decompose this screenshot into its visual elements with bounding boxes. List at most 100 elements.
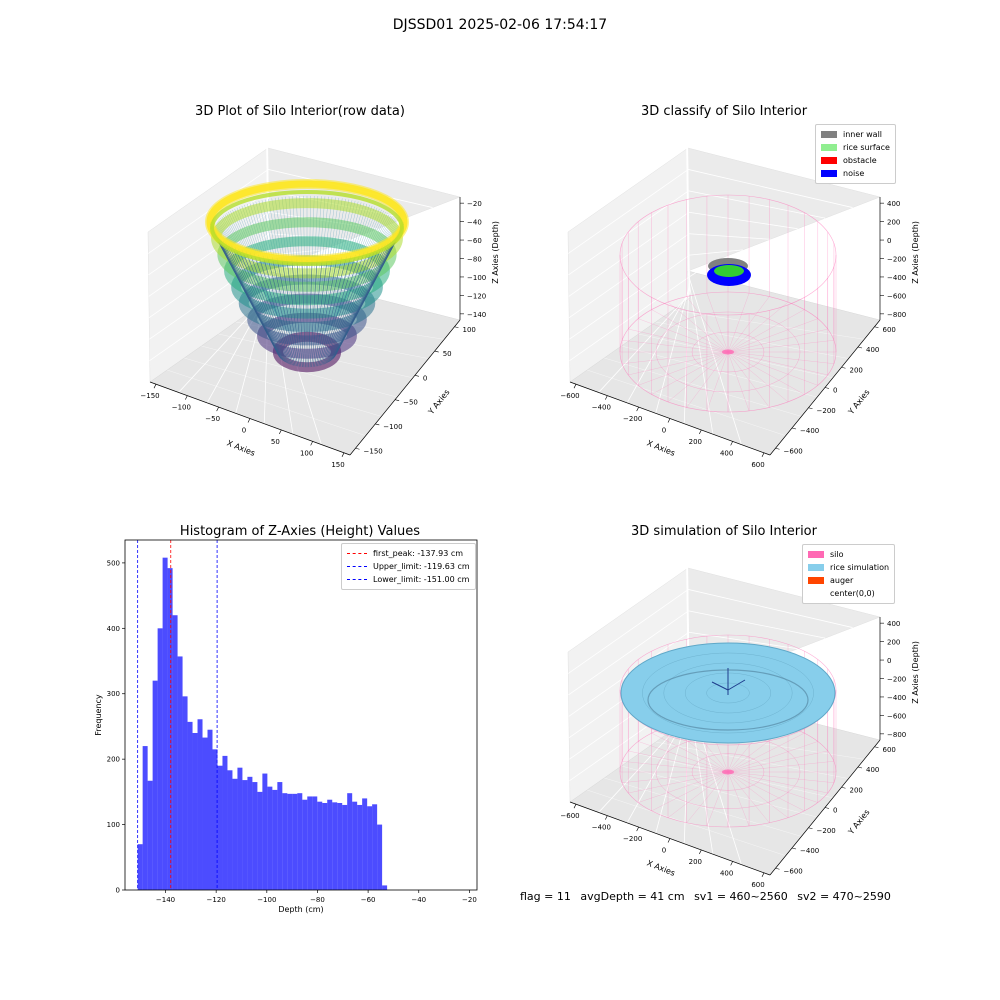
legend-label: obstacle: [843, 156, 877, 165]
x-tick-label: 0: [662, 847, 666, 855]
silo-floor-spoke: [686, 351, 729, 408]
x-tick-label: 200: [689, 858, 702, 866]
y-tick-label: −400: [800, 427, 819, 435]
silo-floor-spoke: [727, 296, 770, 353]
x-tick: [185, 395, 188, 400]
x-tick-label: −120: [207, 896, 226, 904]
y-tick-label: 400: [107, 625, 120, 633]
z-tick-label: 0: [887, 657, 891, 665]
silo-floor-spoke: [727, 741, 818, 773]
bowl-outer-line: [331, 242, 389, 361]
histogram-bar: [137, 844, 143, 890]
y-tick-label: −50: [403, 399, 418, 407]
legend-classify: inner wall rice surface obstacle noise: [815, 124, 896, 184]
grid-line: [621, 345, 818, 398]
legend-item-rice-simulation: rice simulation: [808, 561, 889, 574]
status-footer: flag = 11 avgDepth = 41 cm sv1 = 460~256…: [520, 890, 897, 903]
y-tick-label: 50: [443, 350, 452, 358]
silo-floor-spoke: [638, 318, 729, 353]
histogram-bar: [212, 749, 218, 890]
legend-line: [347, 566, 367, 567]
histogram-bar: [322, 802, 328, 890]
legend-line: [347, 553, 367, 554]
histogram-bar: [382, 885, 388, 890]
silo-floor-spoke: [727, 351, 818, 386]
histogram-bar: [152, 680, 158, 890]
silo-floor-spoke: [667, 301, 729, 353]
silo-floor-spoke: [706, 351, 729, 411]
y-tick-label: 600: [883, 746, 896, 754]
silo-floor-spoke: [727, 293, 750, 353]
y-tick-label: −600: [784, 867, 803, 875]
bowl-outer-line: [210, 225, 279, 354]
legend-swatch: [821, 157, 837, 164]
y-tick: [395, 399, 400, 401]
histogram-bar: [287, 793, 293, 890]
y-tick-label: 400: [866, 346, 879, 354]
x-tick-label: −60: [361, 896, 376, 904]
x-tick-label: −20: [462, 896, 477, 904]
bowl-outer-line: [333, 237, 396, 359]
silo-floor-spoke: [638, 771, 729, 803]
bowl-outer-line: [332, 239, 394, 360]
legend-swatch: [808, 564, 824, 571]
histogram-bar: [317, 801, 323, 890]
bowl-outer-line: [308, 259, 313, 368]
x-tick: [216, 406, 219, 412]
grid-line: [689, 249, 743, 256]
silo-floor-spoke: [638, 741, 729, 773]
grid-line: [687, 274, 742, 445]
silo-floor-spoke: [628, 351, 729, 376]
axes3d-classify: −600 −400 −200 0 200 400 600 X Axies −600 −400 −20…: [560, 124, 920, 469]
grid-line: [568, 169, 689, 254]
x-tick: [279, 429, 282, 435]
x-tick: [730, 441, 733, 446]
x-tick-label: −40: [411, 896, 426, 904]
z-tick-label: −800: [887, 311, 906, 319]
legend-item-noise: noise: [821, 167, 890, 180]
grid-line: [598, 293, 691, 393]
legend-swatch: [821, 144, 837, 151]
grid-line: [568, 589, 689, 674]
x-tick-label: −100: [172, 404, 191, 412]
bowl-outer-line: [276, 258, 299, 367]
histogram-bar: [172, 615, 178, 890]
y-tick: [824, 387, 830, 389]
histogram-bar: [262, 773, 268, 890]
x-axis-label: X Axies: [646, 858, 677, 877]
z-tick-label: 200: [887, 639, 900, 647]
z-tick-label: −60: [467, 237, 482, 245]
z-tick-label: −20: [467, 200, 482, 208]
histogram-bar: [222, 755, 228, 890]
histogram-bar: [297, 793, 303, 890]
rice-surface-points: [714, 265, 744, 277]
bowl-outer-line: [286, 259, 302, 367]
legend-label: rice simulation: [830, 563, 890, 572]
legend-item-auger: auger: [808, 574, 889, 587]
silo-floor-spoke: [622, 340, 729, 353]
histogram-bar: [232, 778, 238, 890]
grid-line: [688, 631, 798, 650]
bowl-outer-line: [329, 245, 383, 362]
z-tick-label: 400: [887, 620, 900, 628]
x-tick: [699, 849, 702, 855]
x-tick: [605, 815, 608, 820]
y-tick: [874, 746, 879, 749]
x-tick: [761, 452, 765, 457]
histogram-bar: [362, 798, 368, 890]
silo-floor-spoke: [727, 750, 828, 773]
bowl-outer-line: [291, 259, 303, 368]
y-tick-label: −100: [383, 423, 402, 431]
axes3d-simulation: −600 −400 −200 0 200 400 600 X Axies −600 −400 −20…: [560, 544, 920, 889]
bowl-outer-line: [331, 240, 392, 360]
grid-line: [655, 741, 849, 779]
silo-floor-spoke: [727, 351, 770, 408]
histogram-bar: [352, 801, 358, 890]
bowl-outer-line: [333, 235, 398, 358]
bowl-outer-line: [238, 248, 287, 363]
silo-floor-spoke: [727, 351, 834, 364]
silo-floor-spoke: [651, 309, 729, 353]
bowl-outer-line: [234, 247, 286, 363]
silo-center-mark: [722, 769, 734, 775]
x-tick-label: 0: [662, 427, 666, 435]
